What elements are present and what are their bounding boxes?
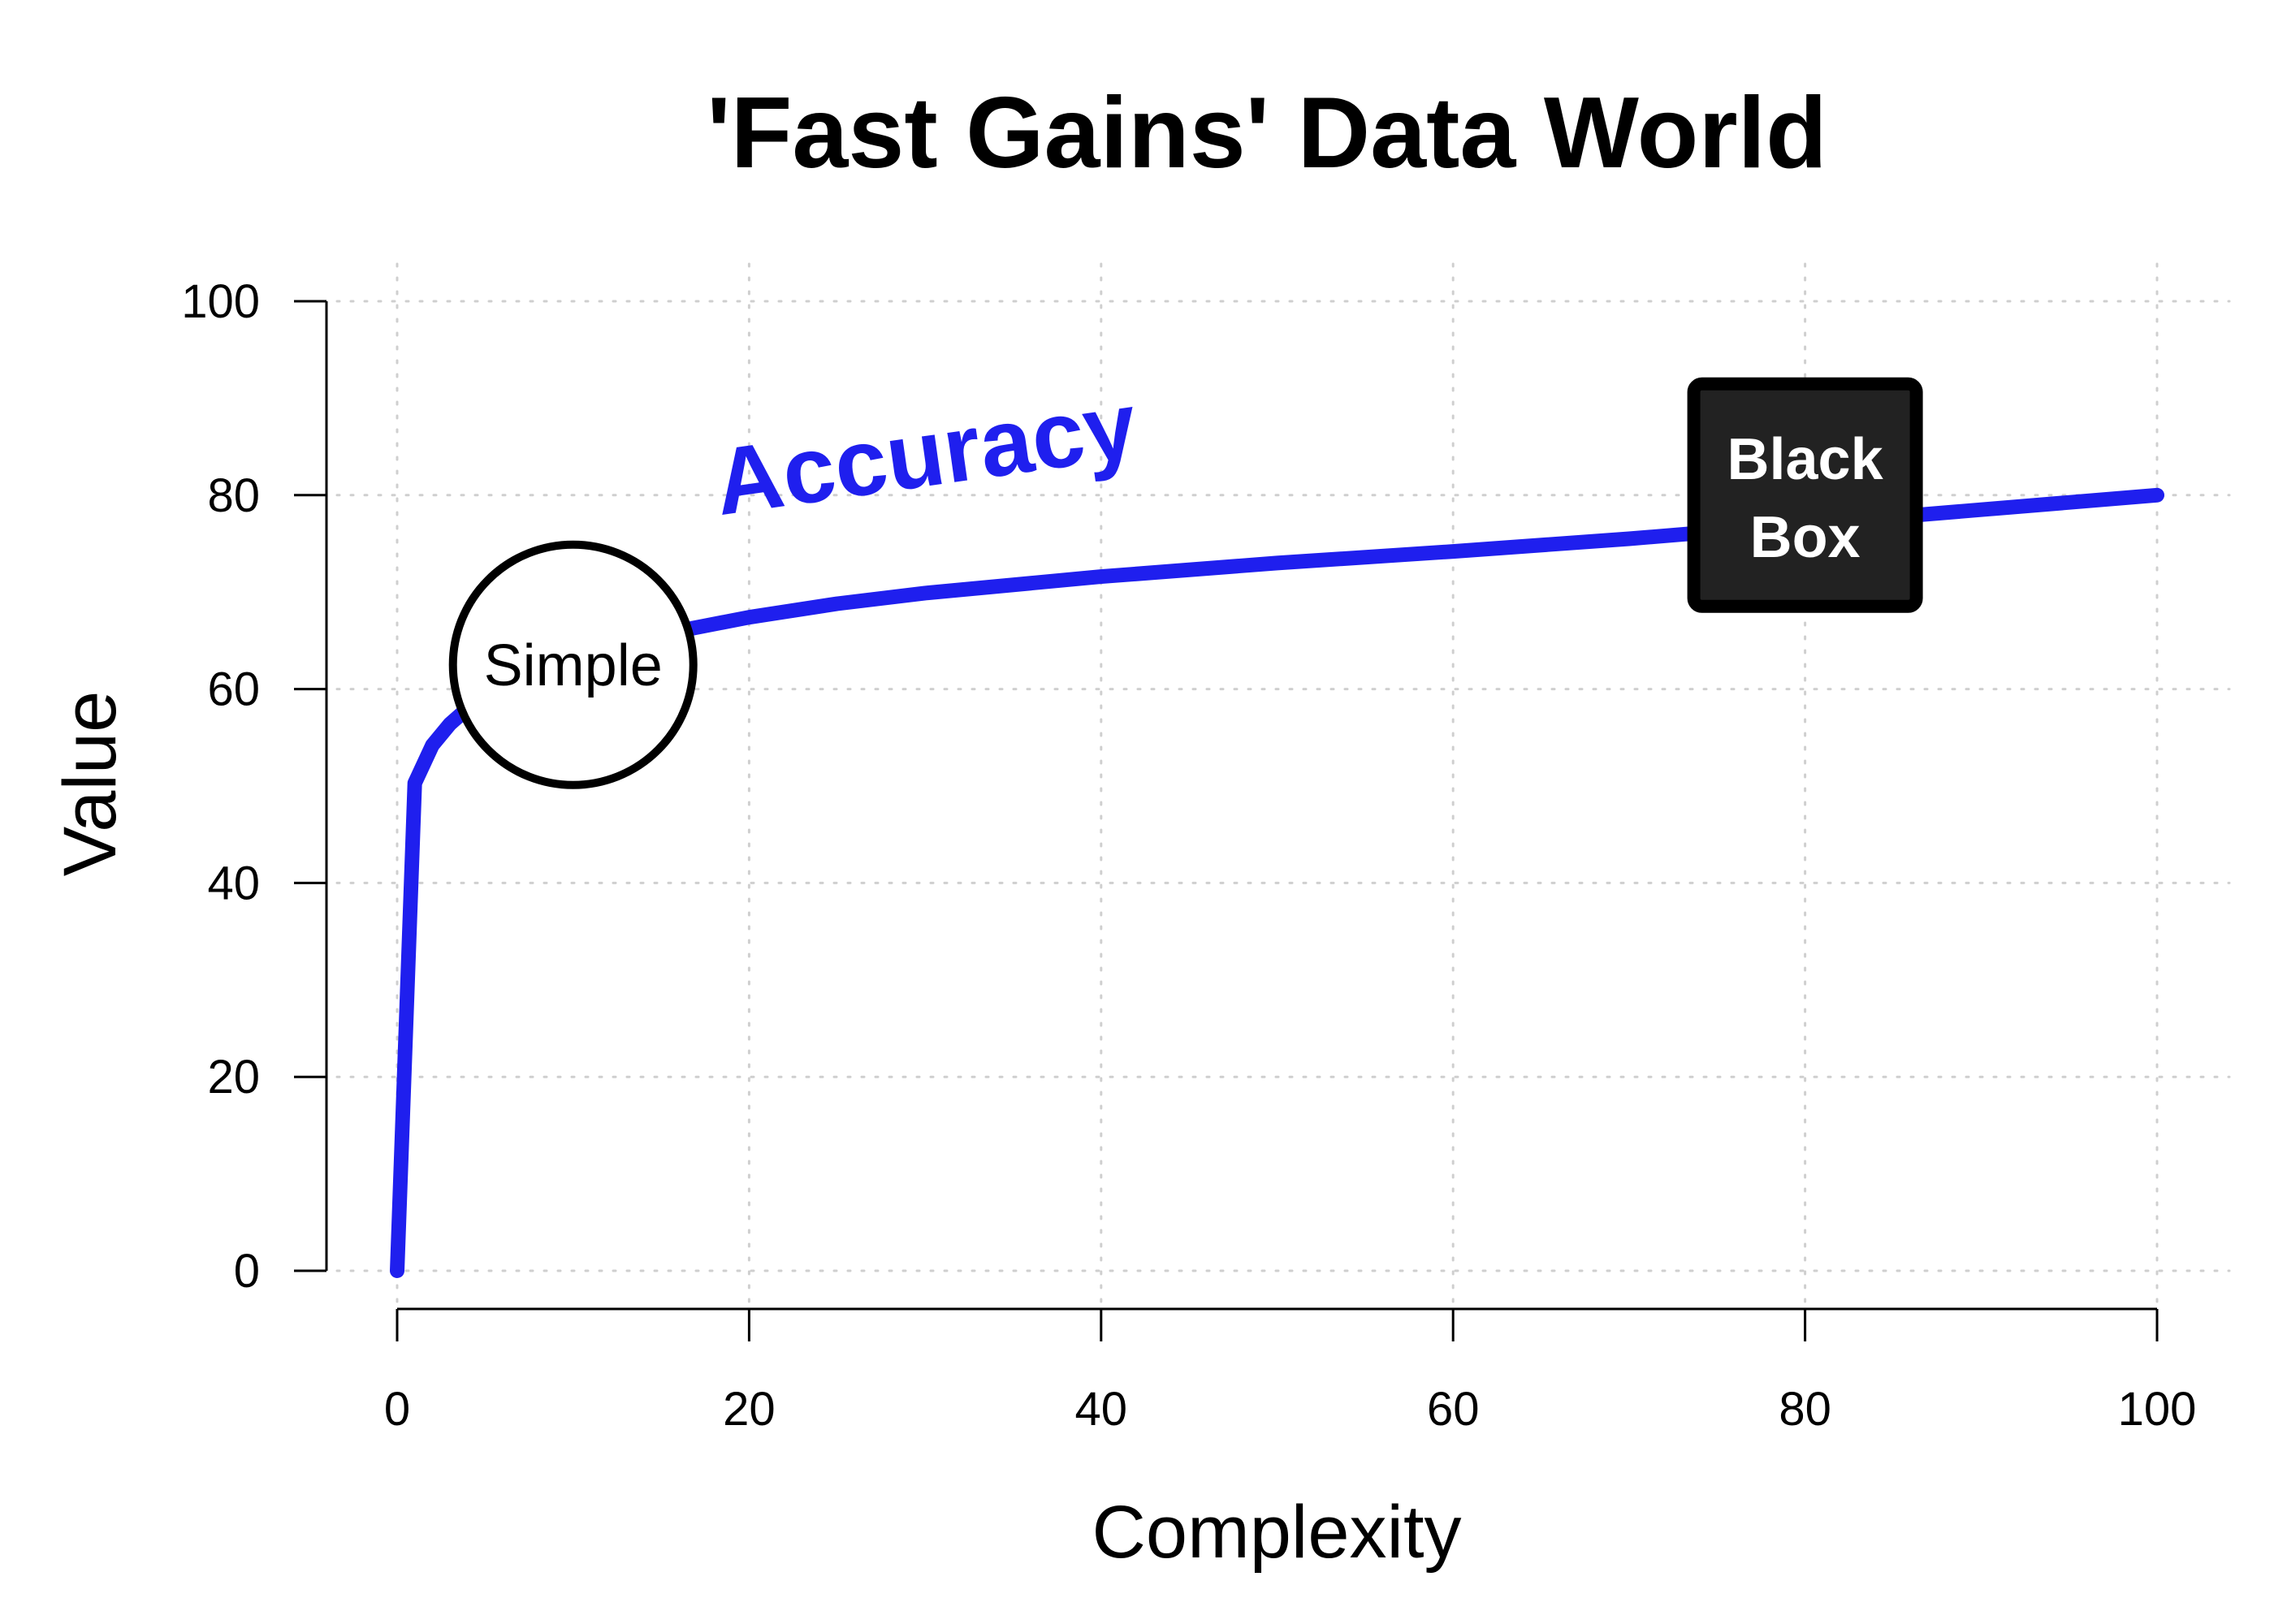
y-tick-label-100: 100 xyxy=(181,275,260,328)
black-box-label-line1: Black xyxy=(1727,427,1884,492)
black-box-annotation: Black Box xyxy=(1687,377,1923,613)
x-tick-label-60: 60 xyxy=(1427,1383,1480,1436)
black-box-square xyxy=(1687,377,1923,613)
x-axis-title: Complexity xyxy=(1092,1491,1461,1574)
y-tick-label-60: 60 xyxy=(207,663,260,716)
chart-title: 'Fast Gains' Data World xyxy=(707,77,1827,189)
x-tick-label-0: 0 xyxy=(384,1383,410,1436)
series-label-accuracy: Accuracy xyxy=(708,372,1143,535)
y-axis-title: Value xyxy=(49,691,132,876)
y-tick-label-0: 0 xyxy=(234,1245,260,1298)
axes: 0 20 40 60 80 100 0 20 40 60 80 100 xyxy=(181,275,2196,1436)
x-tick-label-20: 20 xyxy=(723,1383,776,1436)
simple-circle xyxy=(448,540,698,789)
y-tick-label-80: 80 xyxy=(207,469,260,522)
grid-lines xyxy=(335,262,2231,1305)
x-tick-label-100: 100 xyxy=(2118,1383,2197,1436)
y-tick-label-40: 40 xyxy=(207,857,260,909)
x-tick-label-80: 80 xyxy=(1779,1383,1831,1436)
y-tick-label-20: 20 xyxy=(207,1051,260,1104)
simple-label: Simple xyxy=(484,633,663,698)
black-box-label-line2: Box xyxy=(1750,505,1861,570)
simple-annotation: Simple xyxy=(448,540,698,789)
x-tick-label-40: 40 xyxy=(1075,1383,1128,1436)
